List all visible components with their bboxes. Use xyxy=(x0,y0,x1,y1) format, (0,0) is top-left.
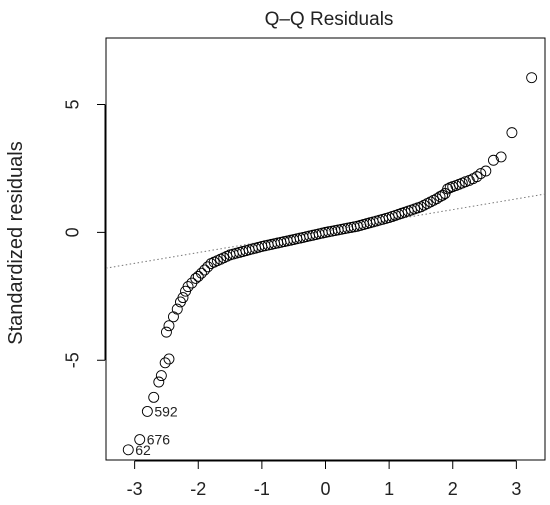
residual-point xyxy=(199,264,211,276)
x-tick-label: 3 xyxy=(511,479,521,499)
residual-point xyxy=(195,267,207,279)
residual-point xyxy=(192,270,204,282)
residual-point xyxy=(495,151,507,163)
residual-point xyxy=(148,391,160,403)
residual-point xyxy=(160,326,172,338)
residual-point xyxy=(155,370,167,382)
residual-point xyxy=(153,376,165,388)
residual-point xyxy=(526,72,538,84)
x-tick-label: -1 xyxy=(254,479,270,499)
plot-frame xyxy=(105,37,546,461)
y-tick-label: -5 xyxy=(63,352,83,368)
residual-point xyxy=(159,357,171,369)
x-tick-label: -3 xyxy=(127,479,143,499)
x-tick-label: 1 xyxy=(384,479,394,499)
chart-title: Q–Q Residuals xyxy=(265,9,394,30)
residual-point xyxy=(134,434,146,445)
residual-point xyxy=(174,296,186,308)
residual-point xyxy=(163,353,175,365)
residual-point xyxy=(437,189,449,201)
residual-point xyxy=(122,444,134,456)
residual-point xyxy=(163,320,175,332)
residual-point xyxy=(506,127,518,139)
point-label: 592 xyxy=(154,403,178,419)
residual-point xyxy=(141,405,153,417)
residual-point xyxy=(475,168,487,180)
residual-point xyxy=(180,285,191,297)
y-tick-label: 0 xyxy=(63,227,83,237)
residual-point xyxy=(167,311,179,323)
residual-point xyxy=(434,191,446,203)
residual-point xyxy=(186,277,198,289)
y-axis-label: Standardized residuals xyxy=(5,141,27,344)
residual-point xyxy=(480,165,492,177)
point-label: 676 xyxy=(147,432,171,448)
x-tick-label: 2 xyxy=(448,479,458,499)
qq-reference-line xyxy=(105,193,546,269)
point-label: 62 xyxy=(135,442,151,458)
y-tick-label: 5 xyxy=(63,99,83,109)
residual-point xyxy=(202,261,214,273)
residual-point xyxy=(488,154,499,166)
x-tick-label: -2 xyxy=(190,479,206,499)
x-tick-label: 0 xyxy=(320,479,330,499)
residual-point xyxy=(431,193,443,205)
